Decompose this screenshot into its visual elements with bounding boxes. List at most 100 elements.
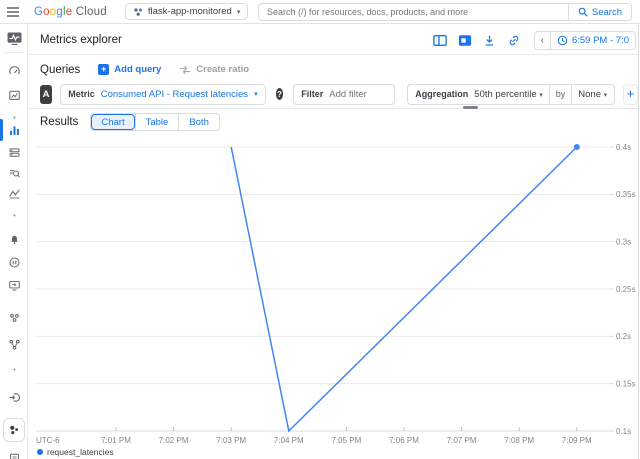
collapse-chevron-icon[interactable]: ‹ [535, 31, 551, 49]
svg-text:7:03 PM: 7:03 PM [216, 436, 246, 445]
sidebar-divider [4, 52, 24, 53]
aggregation-dropdown[interactable]: 50th percentile ▾ [474, 89, 542, 100]
tab-table[interactable]: Table [134, 114, 179, 130]
google-cloud-logo: Google Cloud [34, 5, 107, 18]
header-actions: ‹ 6:59 PM - 7:0 [432, 25, 636, 55]
by-label: by [555, 89, 566, 99]
help-icon[interactable]: ? [275, 88, 284, 100]
vm-monitor-icon[interactable] [0, 275, 28, 295]
svg-text:UTC-6: UTC-6 [36, 436, 60, 445]
page-title: Metrics explorer [40, 33, 122, 46]
overflow-dot-icon [0, 205, 28, 225]
svg-text:7:01 PM: 7:01 PM [101, 436, 131, 445]
svg-text:0.2s: 0.2s [616, 332, 631, 341]
add-icon: + [98, 64, 110, 75]
metrics-explorer-icon[interactable] [0, 120, 28, 140]
services-list-icon[interactable] [0, 142, 28, 162]
export-chart-icon[interactable] [458, 34, 472, 47]
queries-title: Queries [40, 63, 81, 76]
svg-text:0.1s: 0.1s [616, 427, 631, 436]
add-to-dashboard-icon[interactable] [432, 34, 447, 47]
add-query-button[interactable]: + Add query [98, 64, 161, 75]
metric-label: Metric [68, 89, 95, 99]
view-toggle: Chart Table Both [90, 113, 220, 131]
active-nav-indicator [0, 119, 3, 141]
aggregation-label: Aggregation [415, 89, 469, 99]
search-button-label: Search [591, 6, 622, 18]
chevron-down-icon: ▾ [254, 91, 258, 98]
results-title: Results [40, 116, 79, 128]
chevron-down-icon: ▾ [236, 8, 241, 16]
log-search-icon[interactable] [0, 163, 28, 183]
group-by-dropdown[interactable]: None ▾ [578, 89, 607, 100]
queries-toolbar: Queries + Add query Create ratio [28, 59, 638, 80]
groups-cluster-icon[interactable] [0, 307, 28, 327]
tab-both[interactable]: Both [178, 114, 219, 130]
latency-chart[interactable]: 0.4s 0.35s 0.3s 0.25s 0.2s 0.15s 0.1s 7:01 PM 7:… [28, 135, 638, 459]
chevron-down-icon: ▾ [603, 91, 608, 99]
svg-text:7:06 PM: 7:06 PM [389, 436, 419, 445]
chevron-down-icon: ▾ [539, 91, 543, 99]
results-toolbar: Results Chart Table Both [28, 109, 638, 135]
hamburger-menu-icon[interactable] [0, 6, 26, 17]
metric-value: Consumed API - Request latencies [100, 88, 249, 100]
metric-selector[interactable]: Metric Consumed API - Request latencies … [60, 83, 266, 105]
add-query-label: Add query [114, 64, 162, 75]
query-builder-row: A Metric Consumed API - Request latencie… [28, 80, 638, 109]
divider [548, 84, 550, 104]
topology-branch-icon[interactable] [0, 334, 28, 354]
filter-field[interactable]: Filter [293, 83, 396, 105]
project-name: flask-app-monitored [147, 6, 232, 17]
create-ratio-button[interactable]: Create ratio [179, 64, 249, 75]
filter-input[interactable] [329, 88, 388, 100]
main-content: Metrics explorer ‹ 6:5 [28, 25, 639, 459]
project-icon [134, 7, 142, 16]
divider [571, 84, 573, 104]
time-range-label: 6:59 PM - 7:0 [571, 34, 629, 46]
alerting-bell-icon[interactable] [0, 228, 28, 248]
top-bar: Google Cloud flask-app-monitored ▾ Searc… [0, 0, 640, 24]
release-notes-icon[interactable] [0, 448, 28, 459]
svg-text:7:05 PM: 7:05 PM [332, 436, 362, 445]
dashboards-icon[interactable] [0, 85, 28, 105]
project-selector[interactable]: flask-app-monitored ▾ [124, 3, 249, 20]
svg-text:7:04 PM: 7:04 PM [274, 436, 304, 445]
create-ratio-label: Create ratio [196, 64, 250, 75]
ratio-icon [180, 65, 191, 74]
svg-text:0.25s: 0.25s [616, 285, 636, 294]
search-button[interactable]: Search [567, 4, 631, 20]
time-range-control: ‹ 6:59 PM - 7:0 [533, 30, 636, 50]
svg-text:request_latencies: request_latencies [47, 447, 114, 457]
left-nav-sidebar [0, 25, 28, 459]
search-input[interactable] [259, 7, 568, 17]
tab-chart[interactable]: Chart [91, 114, 135, 130]
uptime-checks-icon[interactable] [0, 252, 28, 272]
aggregation-value: 50th percentile [474, 88, 537, 100]
svg-text:0.15s: 0.15s [616, 379, 636, 388]
permissions-cluster-boxed-icon[interactable] [3, 418, 25, 442]
aggregation-scroll-indicator [463, 105, 479, 109]
overflow-dot-icon [0, 359, 28, 379]
overview-gauge-icon[interactable] [0, 60, 28, 80]
download-icon[interactable] [483, 34, 496, 47]
svg-text:0.4s: 0.4s [616, 143, 631, 152]
clock-icon [557, 35, 568, 45]
filter-label: Filter [301, 89, 324, 99]
time-range-button[interactable]: 6:59 PM - 7:0 [551, 32, 635, 49]
svg-text:7:07 PM: 7:07 PM [447, 436, 477, 445]
search-icon [578, 7, 588, 17]
svg-text:0.3s: 0.3s [616, 237, 631, 246]
group-by-value: None [578, 88, 601, 100]
svg-text:0.35s: 0.35s [616, 190, 636, 199]
svg-text:7:08 PM: 7:08 PM [504, 436, 534, 445]
trace-zigzag-icon[interactable] [0, 183, 28, 203]
query-badge[interactable]: A [40, 84, 53, 104]
share-link-icon[interactable] [507, 34, 521, 47]
add-aggregation-button[interactable]: + [623, 83, 638, 105]
page-header: Metrics explorer ‹ 6:5 [28, 25, 638, 55]
svg-text:7:09 PM: 7:09 PM [562, 436, 592, 445]
signin-integration-icon[interactable] [0, 387, 28, 407]
cloud-monitoring-product-icon[interactable] [0, 28, 28, 48]
global-search: Search [258, 3, 632, 21]
